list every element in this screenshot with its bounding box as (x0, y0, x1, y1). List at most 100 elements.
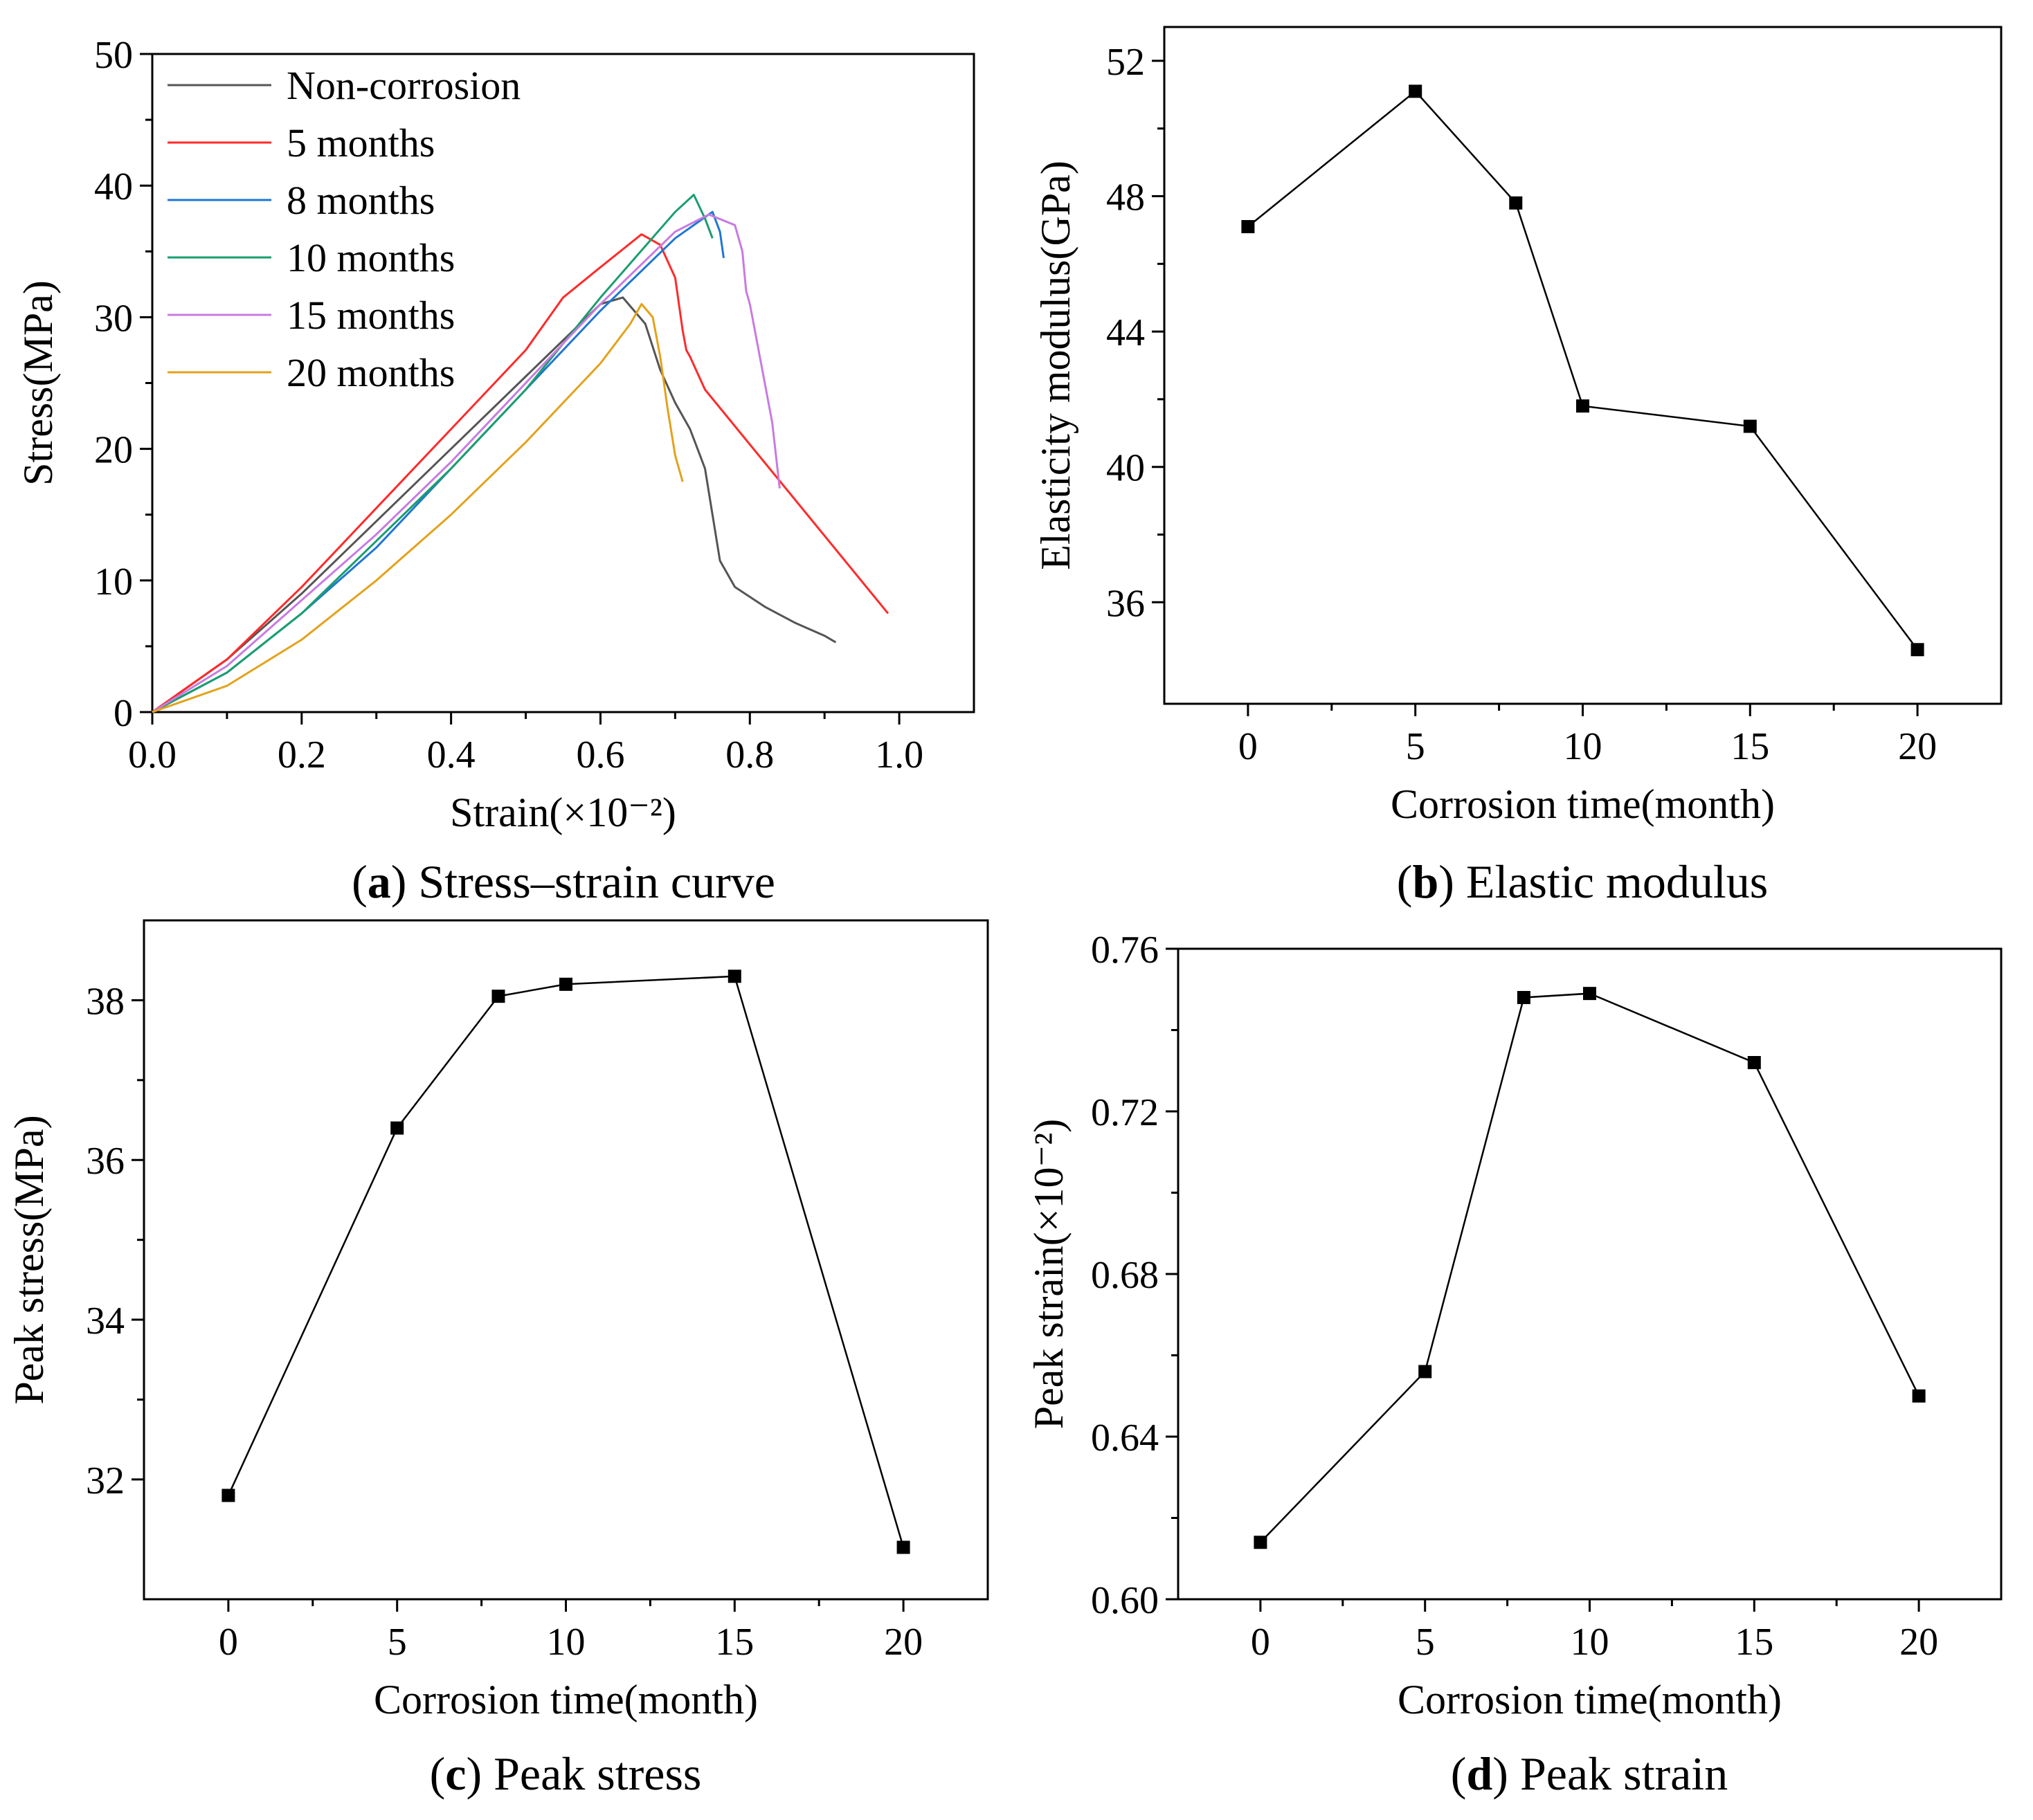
caption-paren-close: ) (466, 1747, 482, 1800)
y-tick-label: 40 (1106, 447, 1145, 490)
caption-letter: d (1466, 1747, 1492, 1800)
x-tick-label: 0.6 (576, 734, 624, 776)
x-tick-label: 5 (1406, 725, 1425, 768)
y-tick-label: 32 (86, 1459, 125, 1502)
x-tick-label: 15 (1731, 725, 1769, 768)
data-point-marker (1743, 419, 1757, 433)
y-tick-label: 50 (94, 34, 133, 77)
panel-d-peak-strain: 0 5 10 15 20 0.60 0.64 0.68 0.72 0.76 Corrosion ti… (1026, 929, 2003, 1800)
legend-label: 10 months (287, 235, 455, 280)
caption-paren-open: ( (1451, 1747, 1467, 1800)
panel-caption: (d) Peak strain (1451, 1747, 1728, 1800)
series-line (1247, 90, 1919, 650)
legend-label: Non-corrosion (287, 63, 521, 108)
caption-text: Peak stress (482, 1747, 701, 1800)
caption-letter: b (1412, 855, 1438, 908)
x-axis-title: Corrosion time(month) (1391, 781, 1775, 827)
x-tick-label: 10 (1564, 725, 1602, 768)
y-axis-title: Peak strain(×10⁻²) (1026, 1119, 1072, 1429)
x-tick-label: 0.4 (427, 734, 476, 776)
y-tick-label: 36 (86, 1140, 125, 1183)
x-tick-label: 0.8 (725, 734, 774, 776)
y-tick-label: 0.64 (1091, 1417, 1159, 1459)
y-tick-label: 38 (86, 980, 125, 1023)
x-tick-label: 0 (219, 1621, 238, 1664)
y-tick-label: 40 (94, 165, 133, 208)
y-tick-label: 0.72 (1091, 1091, 1159, 1134)
x-tick-label: 10 (547, 1621, 586, 1664)
caption-paren-open: ( (1397, 855, 1413, 908)
panel-c-peak-stress: 0 5 10 15 20 32 34 36 38 Corrosion time(month) Pea… (6, 919, 989, 1800)
y-tick-label: 0 (114, 692, 133, 735)
data-point-marker (1254, 1536, 1267, 1549)
x-axis-title: Strain(×10⁻²) (450, 790, 676, 835)
x-tick-label: 20 (1899, 1621, 1938, 1664)
y-tick-label: 0.68 (1091, 1254, 1159, 1297)
caption-text: Stress–strain curve (406, 855, 775, 908)
y-tick-label: 10 (94, 561, 133, 603)
x-tick-label: 1.0 (875, 734, 923, 776)
caption-text: Elastic modulus (1454, 855, 1768, 908)
panel-caption: (b) Elastic modulus (1397, 855, 1768, 908)
x-axis-title: Corrosion time(month) (374, 1677, 758, 1722)
caption-paren-open: ( (352, 855, 368, 908)
caption-letter: a (368, 855, 391, 908)
panel-b-elastic-modulus: 0 5 10 15 20 36 40 44 48 52 Corrosion time(month) E… (1033, 26, 2003, 908)
x-tick-label: 0 (1251, 1621, 1270, 1664)
data-point-marker (1517, 991, 1530, 1004)
series-line-10-months (152, 194, 714, 713)
x-tick-label: 5 (1416, 1621, 1435, 1664)
series-line-non-corrosion (152, 296, 837, 713)
data-point-marker (1241, 220, 1255, 234)
x-axis-title: Corrosion time(month) (1398, 1677, 1782, 1722)
legend-label: 8 months (287, 178, 435, 223)
panel-caption: (c) Peak stress (430, 1747, 702, 1800)
data-point-marker (1576, 399, 1589, 413)
data-point-marker (1409, 84, 1422, 98)
x-tick-label: 0.2 (278, 734, 326, 776)
x-tick-label: 20 (1898, 725, 1937, 768)
data-point-marker (491, 990, 505, 1003)
series-line-20-months (152, 302, 684, 713)
caption-paren-close: ) (391, 855, 407, 908)
data-point-marker (1747, 1056, 1761, 1069)
y-tick-label: 0.76 (1091, 929, 1159, 972)
data-point-marker (1912, 1389, 1926, 1403)
y-tick-label: 0.60 (1091, 1579, 1159, 1622)
data-point-marker (1418, 1365, 1432, 1378)
x-tick-label: 0.0 (128, 734, 177, 776)
series-line (1259, 992, 1920, 1543)
legend-label: 20 months (287, 350, 455, 395)
legend-label: 5 months (287, 120, 435, 165)
data-point-marker (1509, 196, 1523, 210)
caption-text: Peak strain (1508, 1747, 1728, 1800)
data-point-marker (559, 977, 572, 991)
caption-paren-open: ( (430, 1747, 446, 1800)
caption-paren-close: ) (1438, 855, 1454, 908)
caption-letter: c (445, 1747, 466, 1800)
x-tick-label: 15 (715, 1621, 754, 1664)
series-line (227, 975, 905, 1548)
caption-paren-close: ) (1492, 1747, 1508, 1800)
y-tick-label: 36 (1106, 582, 1145, 625)
legend-label: 15 months (287, 293, 455, 338)
y-tick-label: 44 (1106, 311, 1145, 354)
y-tick-label: 48 (1106, 176, 1145, 219)
panel-caption: (a) Stress–strain curve (352, 855, 775, 908)
data-point-marker (728, 970, 741, 983)
x-tick-label: 15 (1735, 1621, 1773, 1664)
plot-frame (1177, 947, 2003, 1601)
y-tick-label: 34 (86, 1300, 125, 1343)
y-axis-title: Elasticity modulus(GPa) (1033, 161, 1078, 570)
panel-a-stress-strain: 0.0 0.2 0.4 0.6 0.8 1.0 0 10 20 30 40 50 Strain(×10⁻… (15, 34, 975, 908)
data-point-marker (222, 1489, 235, 1502)
series-line-15-months (152, 213, 781, 713)
data-point-marker (1910, 643, 1924, 657)
y-tick-label: 20 (94, 429, 133, 472)
data-point-marker (1583, 987, 1596, 1001)
data-point-marker (390, 1121, 404, 1135)
x-tick-label: 10 (1571, 1621, 1609, 1664)
x-tick-label: 5 (388, 1621, 407, 1664)
x-tick-label: 20 (884, 1621, 923, 1664)
